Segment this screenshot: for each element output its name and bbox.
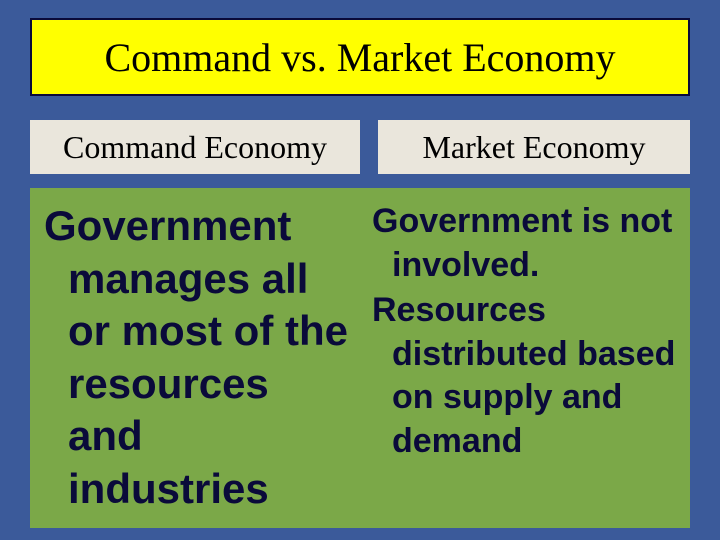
content-box: Government manages all or most of the re… bbox=[30, 188, 690, 528]
content-columns: Government manages all or most of the re… bbox=[30, 200, 690, 528]
content-column-left: Government manages all or most of the re… bbox=[30, 200, 360, 528]
content-column-right: Government is not involved. Resources di… bbox=[360, 200, 690, 528]
body-left-text: Government manages all or most of the re… bbox=[44, 200, 352, 515]
slide-title: Command vs. Market Economy bbox=[104, 34, 615, 81]
body-right-p1: Government is not involved. bbox=[364, 200, 682, 287]
title-box: Command vs. Market Economy bbox=[30, 18, 690, 96]
body-right-text: Government is not involved. Resources di… bbox=[364, 200, 682, 463]
heading-box-left: Command Economy bbox=[30, 120, 360, 174]
heading-left-text: Command Economy bbox=[63, 129, 327, 166]
body-right-p2: Resources distributed based on supply an… bbox=[364, 289, 682, 463]
heading-right-text: Market Economy bbox=[422, 129, 645, 166]
heading-box-right: Market Economy bbox=[378, 120, 690, 174]
